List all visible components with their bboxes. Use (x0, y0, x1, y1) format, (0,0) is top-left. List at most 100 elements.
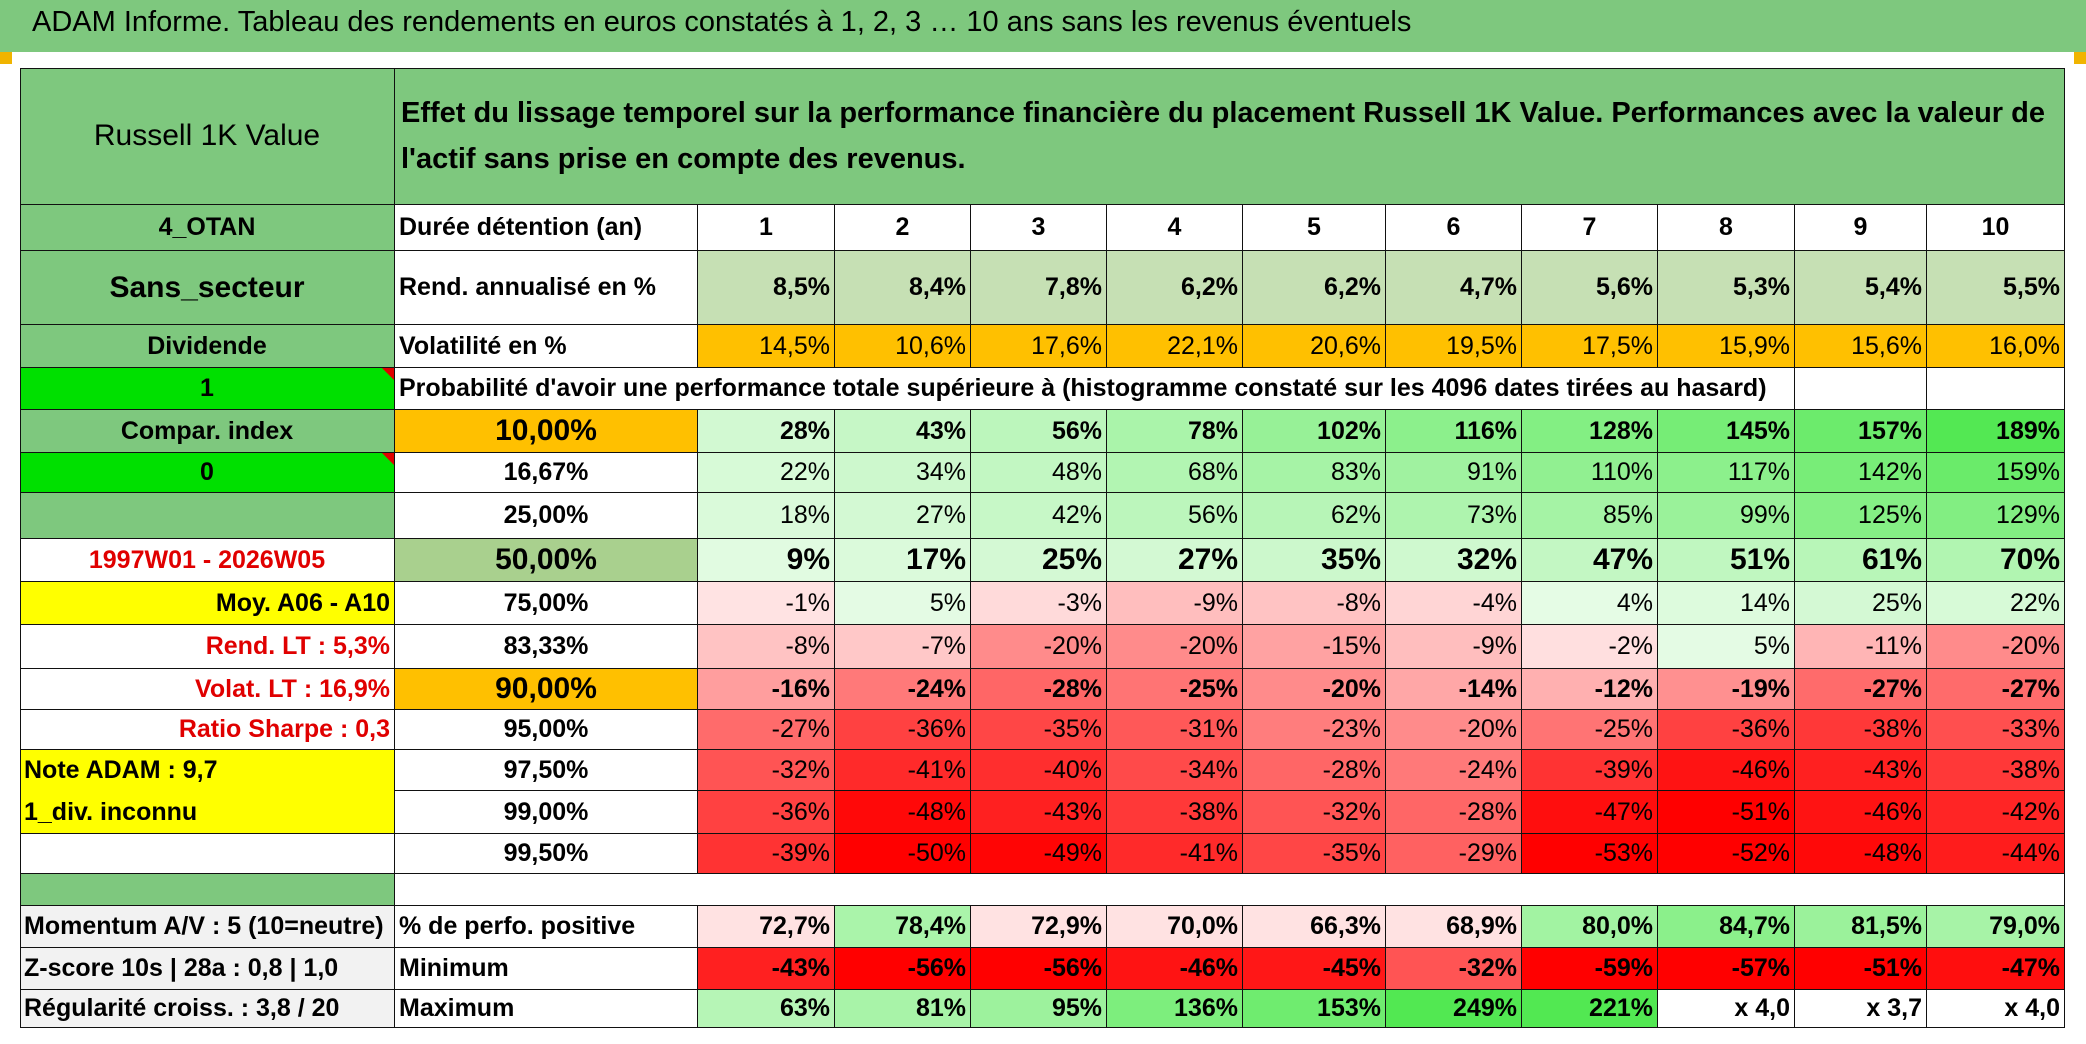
performance-value: 5% (835, 582, 971, 625)
performance-value: -47% (1522, 791, 1658, 834)
performance-value: 22% (1927, 582, 2065, 625)
spacer-cell (20, 874, 395, 906)
performance-value: 32% (1386, 539, 1522, 582)
performance-value: 116% (1386, 410, 1522, 453)
corner-marker (2074, 52, 2086, 64)
performance-value: -29% (1386, 834, 1522, 874)
volat-label: Volatilité en % (395, 325, 698, 368)
performance-value: 91% (1386, 453, 1522, 493)
stat-value: -57% (1658, 948, 1795, 990)
performance-value: 14% (1658, 582, 1795, 625)
performance-value: 83% (1243, 453, 1386, 493)
stat-value: 72,7% (698, 906, 835, 948)
performance-value: 125% (1795, 493, 1927, 539)
performance-value: 145% (1658, 410, 1795, 453)
performance-value: -20% (1107, 625, 1243, 669)
dividend-label: Dividende (20, 325, 395, 368)
performance-value: -38% (1795, 710, 1927, 750)
performance-value: -40% (971, 750, 1107, 791)
performance-value: 117% (1658, 453, 1795, 493)
performance-value: 78% (1107, 410, 1243, 453)
performance-value: 73% (1386, 493, 1522, 539)
years-label: Durée détention (an) (395, 205, 698, 251)
performance-value: -32% (1243, 791, 1386, 834)
performance-value: -43% (971, 791, 1107, 834)
performance-value: -27% (698, 710, 835, 750)
performance-value: 110% (1522, 453, 1658, 493)
volat-value: 17,5% (1522, 325, 1658, 368)
performance-value: 48% (971, 453, 1107, 493)
performance-value: -28% (1386, 791, 1522, 834)
performance-value: -23% (1243, 710, 1386, 750)
year-header: 6 (1386, 205, 1522, 251)
performance-value: 34% (835, 453, 971, 493)
stat-value: 249% (1386, 990, 1522, 1028)
performance-value: -14% (1386, 669, 1522, 710)
compar-index-label: Compar. index (20, 410, 395, 453)
performance-value: -36% (835, 710, 971, 750)
performance-value: -43% (1795, 750, 1927, 791)
performance-value: -27% (1795, 669, 1927, 710)
performance-value: -33% (1927, 710, 2065, 750)
performance-value: -8% (1243, 582, 1386, 625)
performance-value: -4% (1386, 582, 1522, 625)
performance-value: 42% (971, 493, 1107, 539)
performance-value: -34% (1107, 750, 1243, 791)
performance-value: -49% (971, 834, 1107, 874)
note-adam-label: Note ADAM : 9,7 (20, 750, 395, 791)
performance-value: -35% (1243, 834, 1386, 874)
performance-value: -46% (1795, 791, 1927, 834)
rend-lt-label: Rend. LT : 5,3% (20, 625, 395, 669)
year-header: 8 (1658, 205, 1795, 251)
year-header: 7 (1522, 205, 1658, 251)
performance-value: 129% (1927, 493, 2065, 539)
performance-value: 68% (1107, 453, 1243, 493)
proba-label: Probabilité d'avoir une performance tota… (395, 368, 1795, 410)
year-header: 5 (1243, 205, 1386, 251)
volat-value: 15,9% (1658, 325, 1795, 368)
probability-threshold: 97,50% (395, 750, 698, 791)
performance-value: 142% (1795, 453, 1927, 493)
title-bar: ADAM Informe. Tableau des rendements en … (0, 0, 2086, 52)
returns-table: Russell 1K Value 4_OTAN Sans_secteur Divide… (20, 68, 2065, 1028)
performance-value: -20% (1927, 625, 2065, 669)
performance-value: -20% (1243, 669, 1386, 710)
performance-value: 85% (1522, 493, 1658, 539)
compar-index-value: 0 (20, 453, 395, 493)
rend-value: 6,2% (1107, 251, 1243, 325)
performance-value: -48% (1795, 834, 1927, 874)
fund-name: Russell 1K Value (20, 68, 395, 205)
performance-value: -1% (698, 582, 835, 625)
stat-value: x 3,7 (1795, 990, 1927, 1028)
probability-threshold: 99,00% (395, 791, 698, 834)
stat-value: 80,0% (1522, 906, 1658, 948)
performance-value: -41% (1107, 834, 1243, 874)
performance-value: -38% (1927, 750, 2065, 791)
performance-value: 70% (1927, 539, 2065, 582)
performance-value: 51% (1658, 539, 1795, 582)
year-header: 1 (698, 205, 835, 251)
year-header: 3 (971, 205, 1107, 251)
empty-cell (20, 493, 395, 539)
performance-value: -48% (835, 791, 971, 834)
rend-value: 5,4% (1795, 251, 1927, 325)
performance-value: 159% (1927, 453, 2065, 493)
performance-value: -25% (1107, 669, 1243, 710)
performance-value: -36% (698, 791, 835, 834)
probability-threshold: 10,00% (395, 410, 698, 453)
stat-value: -59% (1522, 948, 1658, 990)
performance-value: -41% (835, 750, 971, 791)
stat-label: Maximum (395, 990, 698, 1028)
stat-value: x 4,0 (1658, 990, 1795, 1028)
stat-value: 63% (698, 990, 835, 1028)
performance-value: -52% (1658, 834, 1795, 874)
empty-cell (1795, 368, 1927, 410)
probability-threshold: 95,00% (395, 710, 698, 750)
table-description: Effet du lissage temporel sur la perform… (395, 68, 2065, 205)
volat-lt-label: Volat. LT : 16,9% (20, 669, 395, 710)
performance-value: -20% (1386, 710, 1522, 750)
performance-value: -25% (1522, 710, 1658, 750)
dividend-info-label: 1_div. inconnu (20, 791, 395, 834)
option-value: 1 (20, 368, 395, 410)
performance-value: 17% (835, 539, 971, 582)
